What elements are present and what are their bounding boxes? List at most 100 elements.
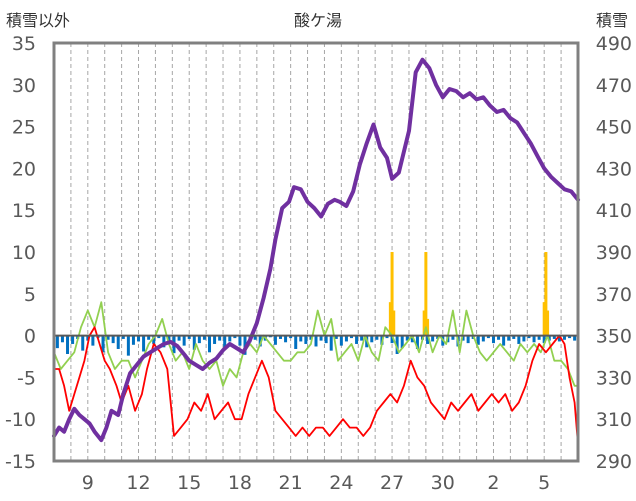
y-tick-label-right: 430 <box>596 158 632 180</box>
negative-bar <box>451 335 455 340</box>
negative-bar <box>537 335 541 340</box>
y-tick-label-left: 0 <box>24 326 36 348</box>
negative-bar <box>410 335 414 343</box>
negative-bar <box>461 335 465 341</box>
x-axis: 9 12 15 18 21 24 27 30 2 5 <box>82 472 550 494</box>
y-tick-label-left: 15 <box>12 200 36 222</box>
negative-bar <box>319 335 323 341</box>
negative-bar <box>355 335 359 344</box>
negative-bar <box>557 335 561 342</box>
negative-bar <box>512 335 516 339</box>
negative-bar <box>142 335 146 352</box>
y-tick-label-right: 290 <box>596 451 632 473</box>
negative-bar <box>375 335 379 340</box>
negative-bar <box>415 335 419 349</box>
negative-bar <box>197 335 201 344</box>
y-axis-left-label: 積雪以外 <box>6 11 70 30</box>
negative-bar <box>60 335 64 343</box>
y-tick-label-left: 30 <box>12 75 36 97</box>
y-tick-label-left: 10 <box>12 242 36 264</box>
snowfall-bar <box>546 310 550 336</box>
negative-bar <box>131 335 135 345</box>
negative-bar <box>55 335 59 349</box>
negative-bar <box>542 335 546 344</box>
negative-bar <box>466 335 470 344</box>
x-tick-label: 30 <box>431 472 455 494</box>
negative-bar <box>233 335 237 339</box>
x-tick-label: 2 <box>487 472 499 494</box>
snowfall-bar <box>388 302 392 336</box>
y-tick-label-left: 25 <box>12 117 36 139</box>
negative-bar <box>116 335 120 349</box>
y-tick-label-right: 490 <box>596 33 632 55</box>
negative-bar <box>152 335 156 344</box>
negative-bar <box>253 335 257 340</box>
negative-bar <box>507 335 511 341</box>
snowfall-bar <box>422 310 426 336</box>
y-axis-right: 490 470 450 430 410 390 370 350 330 310 290 <box>596 33 632 473</box>
negative-bar <box>279 335 283 339</box>
snowfall-bar <box>542 302 546 336</box>
negative-bar <box>218 335 222 341</box>
negative-bar <box>385 335 389 339</box>
negative-bar <box>284 335 288 343</box>
y-tick-label-left: 20 <box>12 158 36 180</box>
negative-bar <box>81 335 85 351</box>
negative-bar <box>400 335 404 349</box>
chart-title: 酸ケ湯 <box>294 11 342 30</box>
negative-bar <box>71 335 75 344</box>
negative-bar <box>547 335 551 341</box>
negative-bar <box>258 335 262 347</box>
negative-bar <box>405 335 409 341</box>
negative-bar <box>273 335 277 345</box>
snowfall-bar <box>424 252 428 336</box>
y-tick-label-right: 350 <box>596 326 632 348</box>
negative-bar <box>304 335 308 344</box>
y-tick-label-left: 5 <box>24 284 36 306</box>
negative-bar <box>527 335 531 339</box>
negative-bar <box>532 335 536 343</box>
y-tick-label-right: 310 <box>596 409 632 431</box>
negative-bar <box>476 335 480 345</box>
negative-bar <box>522 335 526 342</box>
negative-bar <box>187 335 191 339</box>
negative-bar <box>517 335 521 344</box>
negative-bar <box>344 335 348 342</box>
snowfall-bar <box>544 252 548 336</box>
negative-bar <box>334 335 338 339</box>
negative-bar <box>126 335 130 356</box>
x-tick-label: 5 <box>538 472 550 494</box>
x-tick-label: 21 <box>279 472 303 494</box>
negative-bar <box>147 335 151 340</box>
y-tick-label-right: 330 <box>596 367 632 389</box>
negative-bar <box>436 335 440 339</box>
negative-bar <box>121 335 125 339</box>
negative-bar <box>568 335 572 339</box>
y-tick-label-right: 410 <box>596 200 632 222</box>
negative-bar <box>395 335 399 354</box>
negative-bar <box>349 335 353 339</box>
negative-bar <box>167 335 171 343</box>
negative-bar <box>390 335 394 344</box>
x-tick-label: 9 <box>82 472 94 494</box>
negative-bar <box>360 335 364 341</box>
y-tick-label-right: 390 <box>596 242 632 264</box>
negative-bar <box>431 335 435 342</box>
negative-bar <box>309 335 313 340</box>
negative-bar <box>329 335 333 351</box>
negative-bar <box>491 335 495 344</box>
y-tick-label-left: 35 <box>12 33 36 55</box>
negative-bar <box>238 335 242 346</box>
negative-bar <box>552 335 556 339</box>
bars <box>55 252 577 356</box>
negative-bar <box>573 335 577 341</box>
negative-bar <box>289 335 293 339</box>
negative-bar <box>299 335 303 342</box>
y-axis-left: 35 30 25 20 15 10 5 0 -5 -10 -15 <box>5 33 36 473</box>
negative-bar <box>324 335 328 344</box>
x-tick-label: 12 <box>126 472 150 494</box>
negative-bar <box>339 335 343 346</box>
negative-bar <box>294 335 298 349</box>
negative-bar <box>314 335 318 347</box>
